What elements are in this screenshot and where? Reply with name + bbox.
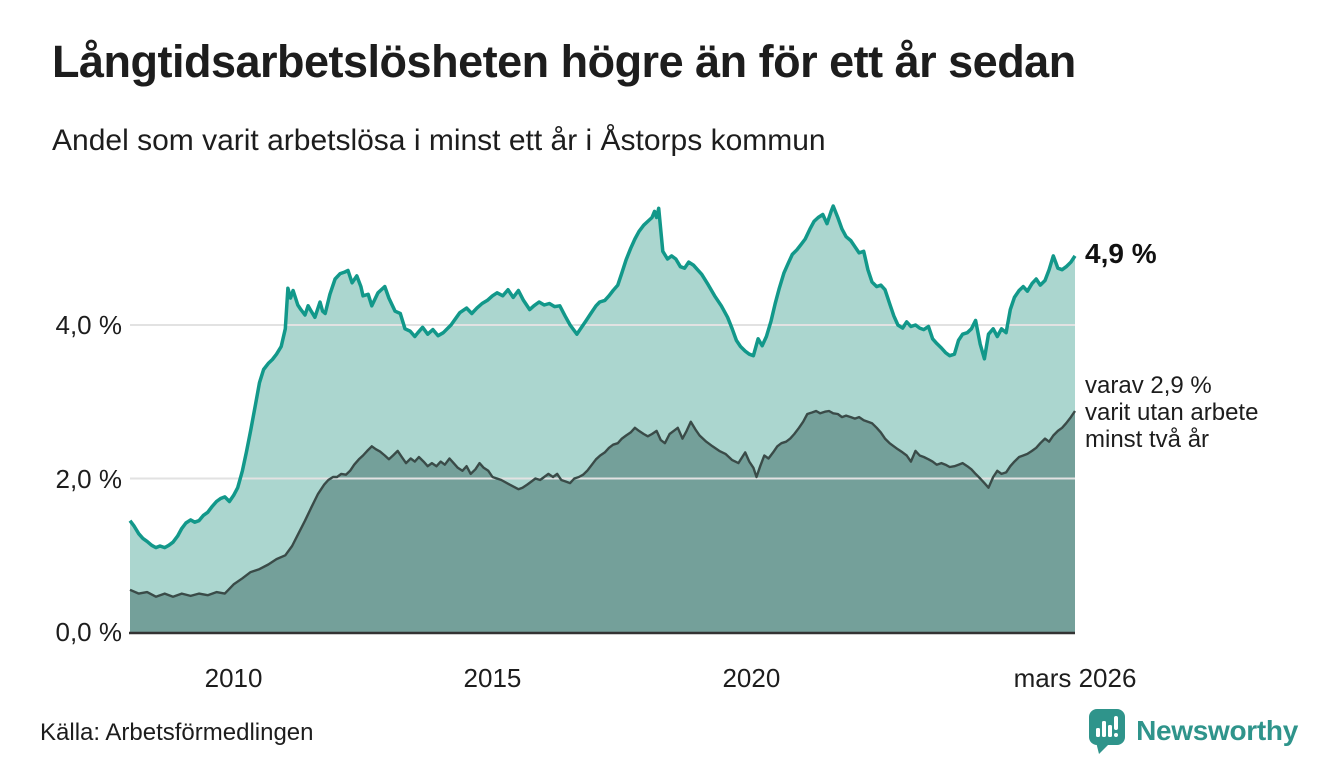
x-tick-label-mars-2026: mars 2026 xyxy=(1013,663,1137,693)
x-tick-label-2015: 2015 xyxy=(463,663,522,693)
annotation-two-year-note: varav 2,9 % varit utan arbete minst två … xyxy=(1085,372,1259,453)
x-tick-label-2010: 2010 xyxy=(204,663,263,693)
annotation-current-value: 4,9 % xyxy=(1085,238,1157,269)
source-note: Källa: Arbetsförmedlingen xyxy=(40,719,314,746)
newsworthy-logo-text: Newsworthy xyxy=(1136,715,1298,746)
newsworthy-logo: Newsworthy xyxy=(1087,706,1298,756)
x-tick-label-2020: 2020 xyxy=(722,663,781,693)
y-tick-label-0: 0,0 % xyxy=(55,617,123,647)
page-title: Långtidsarbetslösheten högre än för ett … xyxy=(52,36,1076,87)
y-tick-label-2: 2,0 % xyxy=(55,463,123,494)
newsworthy-bubble-chart-icon xyxy=(1089,709,1126,754)
chart-subtitle: Andel som varit arbetslösa i minst ett å… xyxy=(52,124,826,157)
total-line xyxy=(128,204,1077,550)
y-tick-label-4: 4,0 % xyxy=(55,310,123,340)
two-year-line xyxy=(129,409,1076,598)
two-year-area-fill xyxy=(130,411,1075,632)
